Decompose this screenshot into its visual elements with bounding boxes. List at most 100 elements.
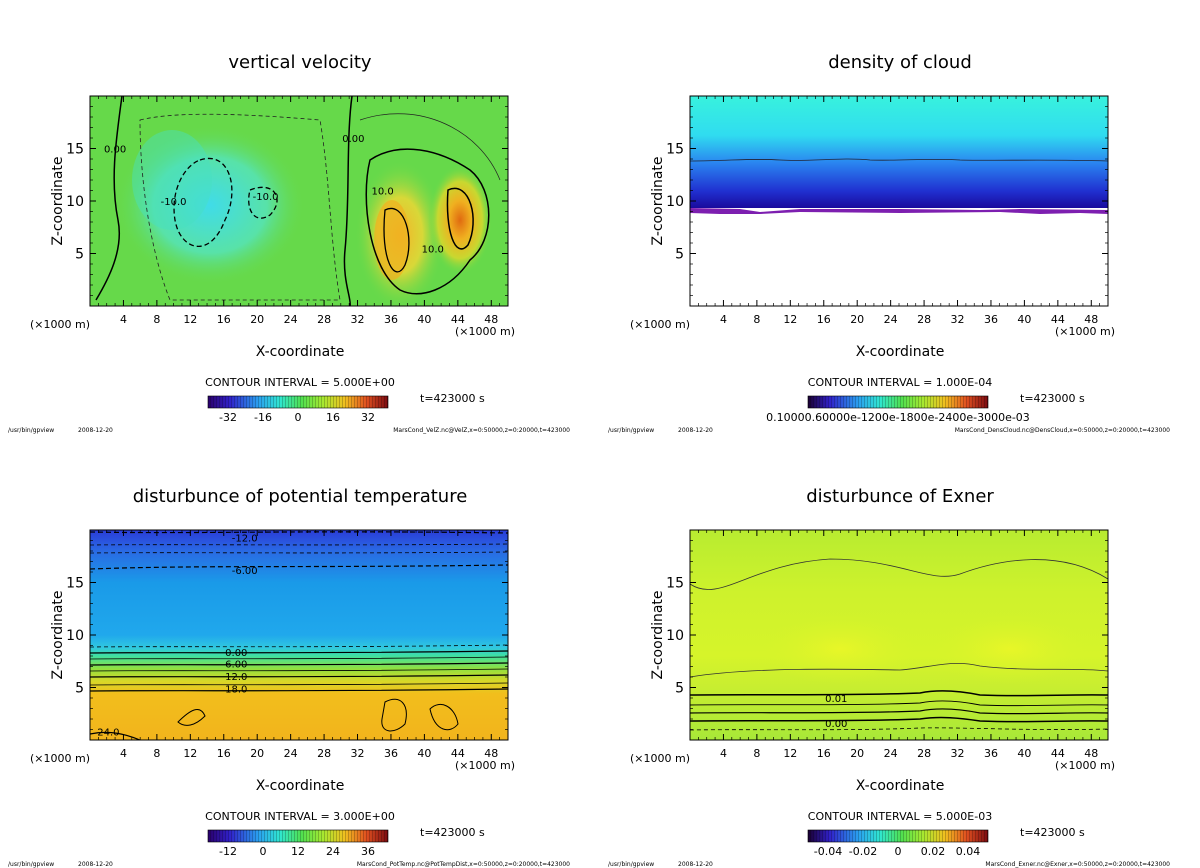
x-tick-label: 20 [850, 747, 864, 760]
colorbar-tick-label: 16 [326, 411, 340, 424]
colorbar-tick-label: -12 [219, 845, 237, 858]
y-tick-label: 10 [66, 194, 84, 210]
x-unit-left: (×1000 m) [630, 318, 690, 331]
x-axis-ticks: 4 8 12 16 20 24 28 32 36 40 44 48 [98, 530, 500, 760]
colorbar-tick-label: 32 [361, 411, 375, 424]
colorbar-tick-label: -0.04 [814, 845, 842, 858]
x-tick-label: 8 [753, 747, 760, 760]
y-axis-ticks: 5 10 15 [666, 106, 1108, 296]
x-tick-label: 8 [153, 313, 160, 326]
program-path: /usr/bin/gpview [608, 427, 654, 434]
x-unit-right: (×1000 m) [455, 325, 515, 338]
y-tick-label: 10 [666, 628, 684, 644]
contour-label: -12.0 [232, 533, 258, 544]
colorbar-tick-label: 12 [291, 845, 305, 858]
y-tick-label: 15 [66, 576, 84, 592]
x-tick-label: 48 [484, 313, 498, 326]
x-unit-right: (×1000 m) [1055, 759, 1115, 772]
x-tick-label: 28 [317, 747, 331, 760]
x-unit-left: (×1000 m) [30, 752, 90, 765]
colorbar-ticks: -32 -16 0 16 32 [219, 411, 375, 424]
x-tick-label: 4 [120, 313, 127, 326]
x-unit-left: (×1000 m) [630, 752, 690, 765]
field-cloud [690, 96, 1108, 208]
contour-label: 24.0 [97, 728, 119, 739]
program-path: /usr/bin/gpview [8, 427, 54, 434]
x-tick-label: 16 [817, 747, 831, 760]
plot-area [89, 530, 509, 741]
y-axis-ticks: 5 10 15 [66, 106, 508, 296]
time-label: t=423000 s [1020, 392, 1085, 405]
x-axis-label: X-coordinate [256, 778, 345, 794]
colorbar-tick-label: 0 [895, 845, 902, 858]
x-tick-label: 16 [217, 313, 231, 326]
y-axis-ticks: 5 10 15 [66, 540, 508, 730]
contour-label: 10.0 [422, 244, 444, 255]
colorbar-tick-label: 0 [295, 411, 302, 424]
y-axis-label-display: Z-coordinate [650, 156, 666, 245]
contour-label: 0.00 [342, 134, 364, 145]
y-axis-label: Z-coordinate [650, 590, 666, 679]
contour-labels: 0.00 -10.0 -10.0 0.00 10.0 10.0 [104, 134, 444, 255]
field-cloud-base [690, 208, 1108, 214]
x-axis-label: X-coordinate [856, 344, 945, 360]
y-tick-label: 5 [75, 247, 84, 263]
x-tick-label: 4 [120, 747, 127, 760]
x-axis-ticks: 4 8 12 16 20 24 28 32 36 40 44 48 [698, 530, 1100, 760]
footer-info: MarsCond_Exner.nc@Exner,x=0:50000,z=0:20… [985, 861, 1170, 868]
chart-title: vertical velocity [228, 52, 372, 73]
x-tick-label: 32 [351, 747, 365, 760]
y-axis-label: Z-coordinate [50, 156, 66, 245]
colorbar-tick-label: 0.04 [956, 845, 981, 858]
plot-date: 2008-12-20 [78, 427, 113, 434]
x-tick-label: 24 [284, 313, 298, 326]
x-tick-label: 20 [250, 313, 264, 326]
chart-potential-temperature: disturbunce of potential temperature -12… [8, 486, 570, 868]
x-tick-label: 48 [484, 747, 498, 760]
x-tick-label: 16 [817, 313, 831, 326]
contour-label: 6.00 [225, 659, 247, 670]
plot-area [689, 530, 1109, 740]
x-unit-right: (×1000 m) [1055, 325, 1115, 338]
contour-label: 12.0 [225, 672, 247, 683]
x-axis-ticks: 4 8 12 16 20 24 28 32 36 40 44 48 [698, 96, 1100, 326]
contour-label: 0.00 [825, 719, 847, 730]
chart-title: disturbunce of Exner [806, 486, 994, 507]
colorbar-tick-label: -0.02 [849, 845, 877, 858]
plot-date: 2008-12-20 [678, 427, 713, 434]
x-tick-label: 48 [1084, 313, 1098, 326]
contour-interval: CONTOUR INTERVAL = 1.000E-04 [808, 376, 992, 389]
x-tick-label: 24 [884, 313, 898, 326]
x-tick-label: 32 [351, 313, 365, 326]
x-tick-label: 12 [183, 313, 197, 326]
contour-label: -10.0 [161, 197, 187, 208]
colorbar-tick-label: 0 [260, 845, 267, 858]
plot-area [90, 95, 508, 310]
plot-date: 2008-12-20 [78, 861, 113, 868]
x-tick-label: 48 [1084, 747, 1098, 760]
x-axis-ticks: 4 8 12 16 20 24 28 32 36 40 44 48 [98, 96, 500, 326]
chart-title: density of cloud [828, 52, 972, 73]
x-unit-left: (×1000 m) [30, 318, 90, 331]
colorbar: -32 -16 0 16 32 [207, 395, 389, 424]
x-axis-label: X-coordinate [256, 344, 345, 360]
x-axis-label: X-coordinate [856, 778, 945, 794]
plot-date: 2008-12-20 [678, 861, 713, 868]
x-tick-label: 24 [884, 747, 898, 760]
y-tick-label: 5 [675, 247, 684, 263]
contour-interval: CONTOUR INTERVAL = 5.000E-03 [808, 810, 992, 823]
x-tick-label: 8 [753, 313, 760, 326]
y-axis-ticks: 5 10 15 [666, 540, 1108, 730]
x-tick-label: 12 [183, 747, 197, 760]
x-tick-label: 12 [783, 313, 797, 326]
x-tick-label: 36 [384, 313, 398, 326]
plot-area [689, 96, 1109, 306]
field-background [90, 530, 508, 740]
contour-label: 0.00 [225, 648, 247, 659]
colorbar: -12 0 12 24 36 [207, 829, 389, 858]
x-tick-label: 28 [917, 313, 931, 326]
colorbar-ticks: -12 0 12 24 36 [219, 845, 375, 858]
contour-labels: 0.01 0.00 [825, 694, 847, 730]
y-tick-label: 5 [675, 681, 684, 697]
contour-label: -10.0 [253, 192, 279, 203]
